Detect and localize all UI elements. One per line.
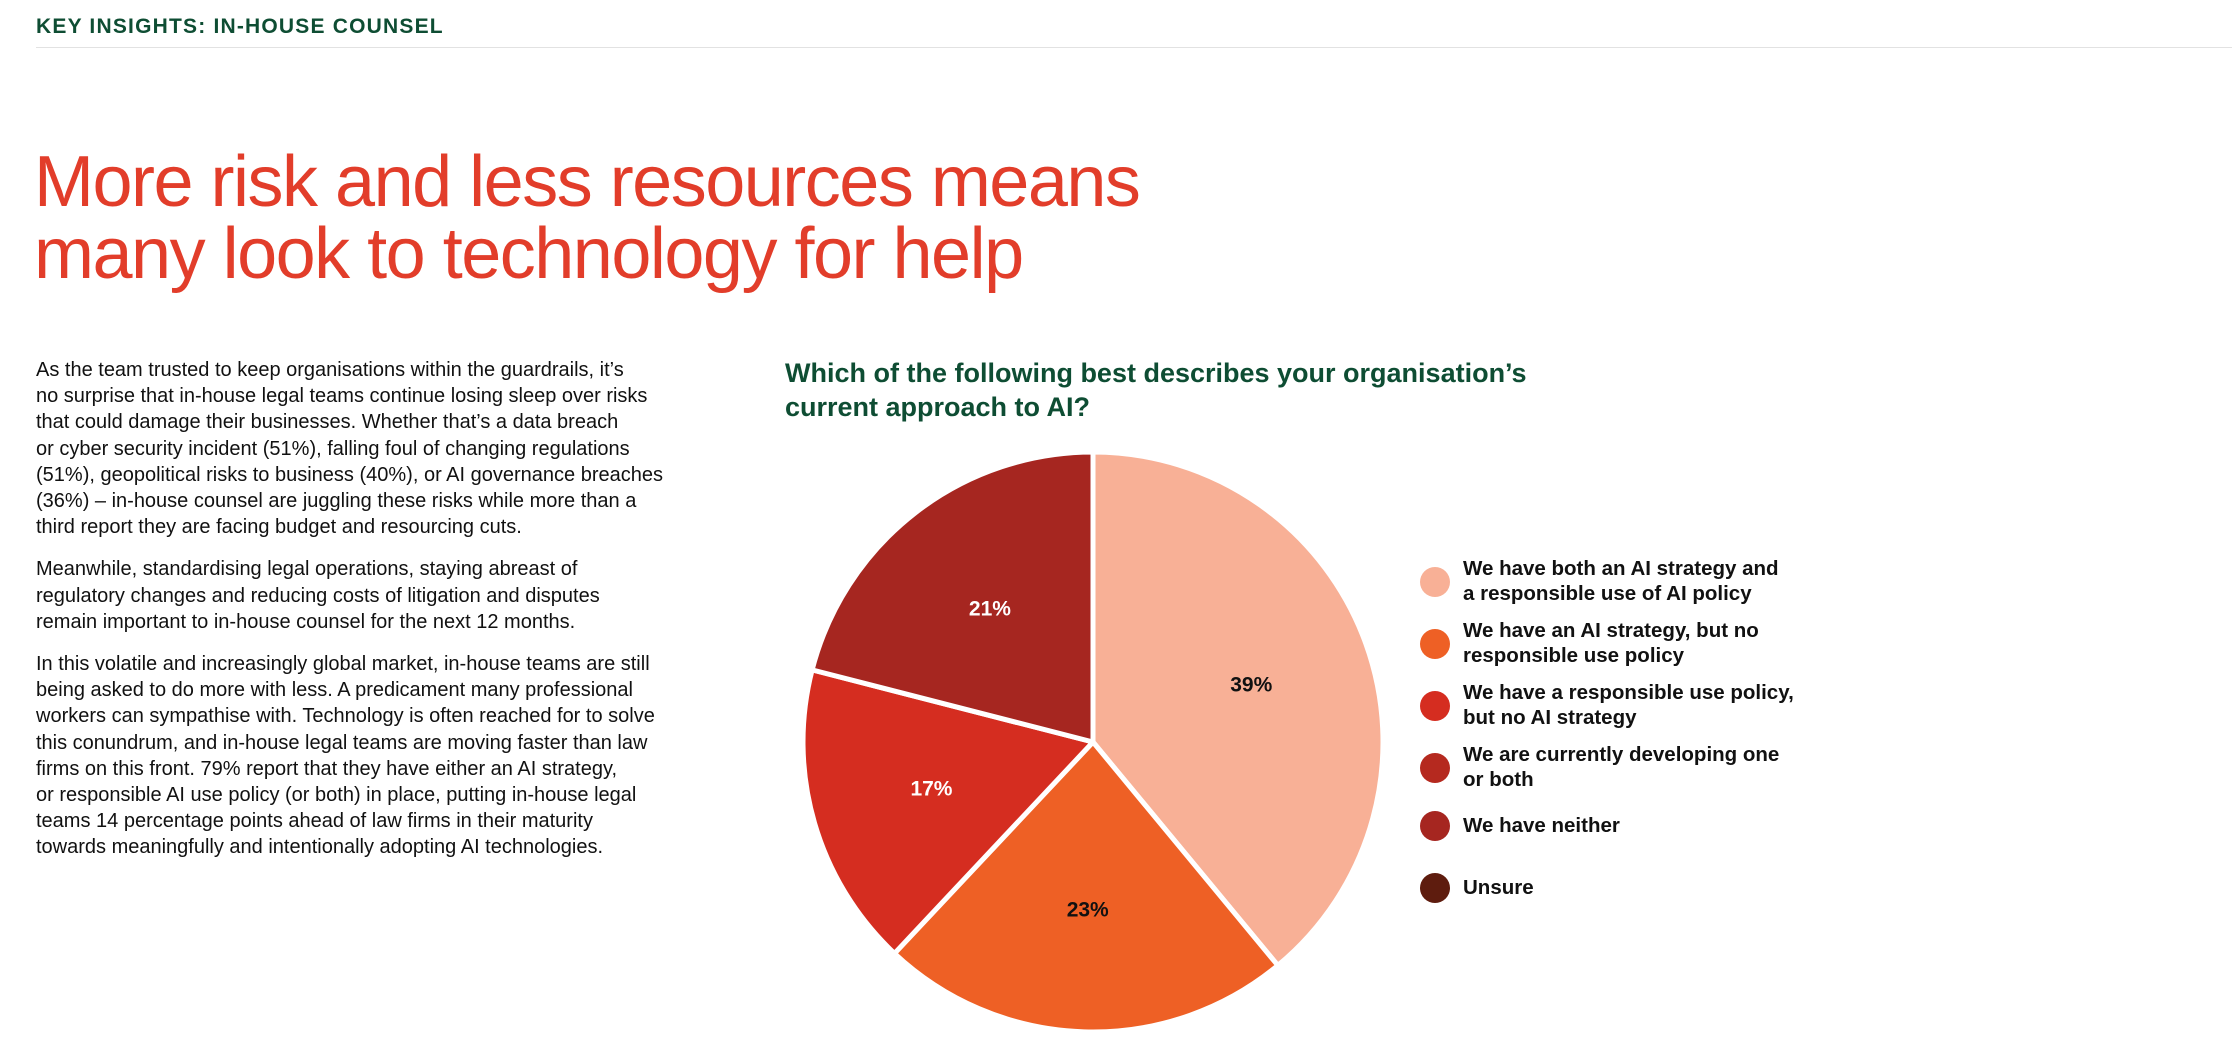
body-line: teams 14 percentage points ahead of law … [36, 810, 593, 833]
section-label: KEY INSIGHTS: IN-HOUSE COUNSEL [36, 15, 444, 38]
legend-label: We have an AI strategy, but no responsibl… [1463, 619, 1759, 668]
legend-label-line: or both [1463, 767, 1534, 791]
chart-title-line: Which of the following best describes yo… [785, 358, 1527, 388]
top-divider [36, 47, 2232, 48]
body-line: workers can sympathise with. Technology … [36, 705, 655, 728]
legend-swatch [1420, 752, 1450, 783]
legend-item: We have a responsible use policy, but no … [1420, 681, 1940, 730]
legend-label-line: a responsible use of AI policy [1463, 581, 1752, 605]
chart-title-line: current approach to AI? [785, 392, 1091, 422]
chart-title: Which of the following best describes yo… [785, 356, 1605, 424]
legend-label-line: Unsure [1463, 875, 1534, 899]
legend-item: We have neither [1420, 811, 1940, 841]
legend-label: We have a responsible use policy, but no … [1463, 681, 1794, 730]
legend-swatch [1420, 628, 1450, 659]
body-paragraph: As the team trusted to keep organisation… [36, 357, 746, 540]
body-line: that could damage their businesses. Whet… [36, 411, 619, 434]
headline-line: More risk and less resources means [34, 142, 1141, 222]
slice-value-label: 39% [1230, 674, 1272, 697]
body-line: Meanwhile, standardising legal operation… [36, 558, 578, 581]
body-line: regulatory changes and reducing costs of… [36, 584, 600, 607]
legend-label-line: We have an AI strategy, but no [1463, 619, 1759, 642]
body-line: or responsible AI use policy (or both) i… [36, 784, 637, 807]
legend-label-line: We have neither [1463, 813, 1620, 837]
body-line: being asked to do more with less. A pred… [36, 679, 633, 702]
body-line: or cyber security incident (51%), fallin… [36, 437, 630, 460]
legend-label-line: We have both an AI strategy and [1463, 557, 1779, 580]
headline-line: many look to technology for help [34, 214, 1024, 294]
legend-label: We are currently developing one or both [1463, 743, 1779, 792]
legend-label: Unsure [1463, 876, 1534, 901]
body-line: In this volatile and increasingly global… [36, 653, 650, 676]
legend-swatch [1420, 566, 1450, 597]
body-line: no surprise that in-house legal teams co… [36, 385, 648, 408]
chart-legend: We have both an AI strategy and a respons… [1420, 0, 1940, 1052]
pie-slice [809, 449, 1096, 745]
legend-swatch [1420, 811, 1450, 841]
legend-swatch [1420, 873, 1450, 903]
legend-label: We have neither [1463, 814, 1620, 839]
body-line: this conundrum, and in-house legal teams… [36, 731, 648, 754]
legend-swatch [1420, 690, 1450, 721]
body-paragraph: In this volatile and increasingly global… [36, 651, 746, 861]
legend-item: Unsure [1420, 873, 1940, 903]
body-line: (51%), geopolitical risks to business (4… [36, 463, 663, 486]
legend-label-line: responsible use policy [1463, 643, 1685, 667]
body-line: firms on this front. 79% report that the… [36, 757, 618, 780]
body-text: As the team trusted to keep organisation… [36, 357, 746, 877]
slice-value-label: 23% [1067, 899, 1109, 922]
pie-slice [800, 667, 1096, 956]
legend-item: We are currently developing one or both [1420, 743, 1940, 792]
legend-item: We have both an AI strategy and a respons… [1420, 557, 1940, 606]
body-line: As the team trusted to keep organisation… [36, 359, 624, 381]
legend-label-line: We have a responsible use policy, [1463, 681, 1794, 704]
legend-item: We have an AI strategy, but no responsibl… [1420, 619, 1940, 668]
body-line: towards meaningfully and intentionally a… [36, 836, 604, 859]
legend-label-line: We are currently developing one [1463, 743, 1780, 766]
pie-slice [891, 739, 1281, 1035]
legend-label-line: but no AI strategy [1463, 705, 1637, 729]
body-paragraph: Meanwhile, standardising legal operation… [36, 556, 746, 635]
body-line: remain important to in-house counsel for… [36, 610, 576, 633]
headline: More risk and less resources means many … [34, 146, 1334, 290]
pie-slice [1090, 449, 1386, 968]
body-line: (36%) – in-house counsel are juggling th… [36, 490, 637, 513]
legend-label: We have both an AI strategy and a respons… [1463, 557, 1779, 606]
body-line: third report they are facing budget and … [36, 516, 522, 539]
pie-chart: 39% 23% 17% 21% [800, 449, 1386, 1035]
slice-value-label: 17% [910, 777, 952, 800]
slice-value-label: 21% [969, 598, 1011, 621]
